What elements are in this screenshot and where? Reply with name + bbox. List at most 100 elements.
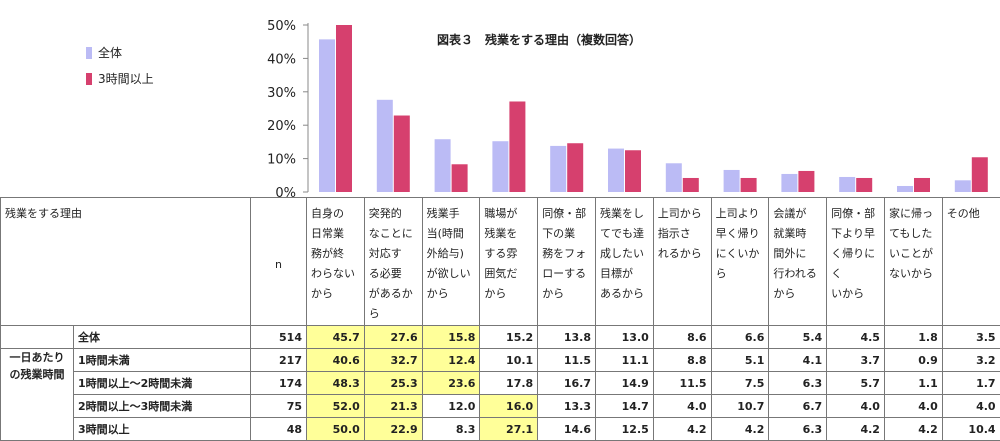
- value-cell: 4.2: [653, 418, 711, 441]
- value-cell: 48.3: [307, 372, 365, 395]
- value-cell: 11.5: [538, 349, 596, 372]
- value-cell: 6.3: [769, 418, 827, 441]
- column-header-line: から: [427, 284, 476, 304]
- column-header: 家に帰ってもしたいことがないから: [884, 198, 942, 326]
- n-cell: 75: [251, 395, 307, 418]
- column-header-line: 残業をし: [600, 204, 649, 224]
- value-cell: 14.7: [595, 395, 653, 418]
- value-cell: 16.7: [538, 372, 596, 395]
- bar-3h: [625, 150, 641, 192]
- column-header-line: 同僚・部: [542, 204, 591, 224]
- y-tick-label: 50%: [267, 19, 296, 34]
- column-header-line: から: [773, 284, 822, 304]
- value-cell: 15.2: [480, 326, 538, 349]
- column-header-line: 上司より: [716, 204, 765, 224]
- value-cell: 10.4: [942, 418, 1000, 441]
- value-cell: 0.9: [884, 349, 942, 372]
- column-header-line: なことに: [369, 224, 418, 244]
- value-cell: 50.0: [307, 418, 365, 441]
- column-header-line: てもした: [889, 224, 938, 244]
- column-header-line: 対応す: [369, 244, 418, 264]
- value-cell: 27.1: [480, 418, 538, 441]
- bar-3h: [394, 116, 410, 192]
- column-header-line: いから: [831, 284, 880, 304]
- column-header-line: わらない: [311, 264, 360, 284]
- y-tick-label: 30%: [267, 86, 296, 101]
- bar-3h: [914, 178, 930, 192]
- value-cell: 4.0: [827, 395, 885, 418]
- bar-3h: [856, 178, 872, 192]
- column-header: その他: [942, 198, 1000, 326]
- column-header-line: 職場が: [484, 204, 533, 224]
- table-header-row: 残業をする理由 n 自身の日常業務が終わらないから突発的なことに対応する必要があ…: [1, 198, 1000, 326]
- n-cell: 174: [251, 372, 307, 395]
- bar-all: [897, 186, 913, 192]
- value-cell: 21.3: [364, 395, 422, 418]
- legend-label-3h: 3時間以上: [98, 66, 154, 92]
- value-cell: 13.8: [538, 326, 596, 349]
- column-header-line: 家に帰っ: [889, 204, 938, 224]
- bar-3h: [798, 171, 814, 192]
- column-header-line: 日常業: [311, 224, 360, 244]
- y-tick-label: 10%: [267, 153, 296, 168]
- corner-label: 残業をする理由: [1, 198, 251, 326]
- bar-all: [435, 139, 451, 192]
- value-cell: 6.7: [769, 395, 827, 418]
- bar-3h: [567, 143, 583, 192]
- column-header-line: 下より早: [831, 224, 880, 244]
- column-header-line: あるから: [600, 284, 649, 304]
- value-cell: 4.0: [884, 395, 942, 418]
- value-cell: 4.0: [653, 395, 711, 418]
- column-header-line: く帰りにく: [831, 244, 880, 284]
- value-cell: 8.3: [422, 418, 480, 441]
- row-label: 3時間以上: [74, 418, 251, 441]
- column-header-line: 間外に: [773, 244, 822, 264]
- legend-swatch-3h: [86, 73, 92, 85]
- value-cell: 1.8: [884, 326, 942, 349]
- value-cell: 6.3: [769, 372, 827, 395]
- value-cell: 23.6: [422, 372, 480, 395]
- column-header-line: いことが: [889, 244, 938, 264]
- column-header-line: 会議が: [773, 204, 822, 224]
- y-tick-label: 20%: [267, 119, 296, 134]
- legend-entry-3h: 3時間以上: [86, 66, 154, 92]
- column-header-line: から: [484, 284, 533, 304]
- column-header-line: 残業手: [427, 204, 476, 224]
- value-cell: 4.5: [827, 326, 885, 349]
- value-cell: 5.1: [711, 349, 769, 372]
- bar-3h: [452, 164, 468, 192]
- column-header-line: 同僚・部: [831, 204, 880, 224]
- bar-all: [492, 141, 508, 192]
- n-cell: 48: [251, 418, 307, 441]
- value-cell: 4.2: [884, 418, 942, 441]
- y-tick-label: 40%: [267, 52, 296, 67]
- bar-3h: [972, 157, 988, 192]
- value-cell: 8.6: [653, 326, 711, 349]
- value-cell: 7.5: [711, 372, 769, 395]
- row-label: 全体: [74, 326, 251, 349]
- value-cell: 3.7: [827, 349, 885, 372]
- legend-label-all: 全体: [98, 40, 122, 66]
- value-cell: 3.5: [942, 326, 1000, 349]
- column-header-line: にくいか: [716, 244, 765, 264]
- y-tick-label: 0%: [275, 186, 296, 197]
- chart-legend: 全体 3時間以上: [86, 40, 154, 92]
- chart-title: 図表３ 残業をする理由（複数回答）: [437, 31, 641, 48]
- column-header-line: ら: [716, 264, 765, 284]
- column-header: 突発的なことに対応する必要があるから: [364, 198, 422, 326]
- column-header-line: 囲気だ: [484, 264, 533, 284]
- bar-3h: [741, 178, 757, 192]
- bar-all: [955, 180, 971, 192]
- column-header-line: から: [311, 284, 360, 304]
- column-header-line: 残業を: [484, 224, 533, 244]
- value-cell: 4.1: [769, 349, 827, 372]
- column-header-line: 就業時: [773, 224, 822, 244]
- bar-3h: [683, 178, 699, 192]
- value-cell: 5.4: [769, 326, 827, 349]
- column-header-line: 上司から: [658, 204, 707, 224]
- column-header-line: てでも達: [600, 224, 649, 244]
- column-header-line: る必要: [369, 264, 418, 284]
